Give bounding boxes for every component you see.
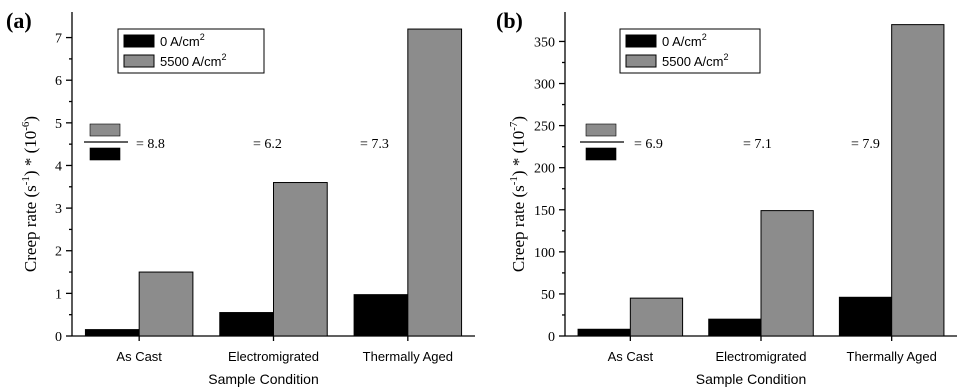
bar-0-acm2-as-cast <box>577 328 631 337</box>
bar-0-acm2-electromigrated <box>708 318 762 337</box>
x-tick-label: Thermally Aged <box>847 349 937 364</box>
ratio-annotation: = 7.1 <box>743 137 772 152</box>
legend-label-text: 5500 A/cm <box>662 54 723 69</box>
panel-label: (a) <box>6 8 32 33</box>
x-axis-label: Sample Condition <box>696 371 807 387</box>
x-tick-label: As Cast <box>608 349 654 364</box>
y-axis-label: Creep rate (s-1) * (10-6) <box>20 116 40 272</box>
bar-0-acm2-thermally-aged <box>838 296 893 337</box>
legend-label: 0 A/cm2 <box>160 32 205 49</box>
bar-5500-acm2-as-cast <box>138 271 194 337</box>
legend-swatch <box>123 34 155 48</box>
y-tick-label: 1 <box>55 287 62 302</box>
x-axis-label: Sample Condition <box>208 371 319 387</box>
y-tick-label: 100 <box>534 246 555 261</box>
y-tick-label: 250 <box>534 120 555 135</box>
y-tick-label: 0 <box>55 330 62 345</box>
y-tick-label: 50 <box>541 288 555 303</box>
ratio-denominator-swatch <box>89 147 121 161</box>
panel-label: (b) <box>496 8 523 33</box>
legend-label: 5500 A/cm2 <box>662 52 728 69</box>
bar-0-acm2-thermally-aged <box>353 294 409 337</box>
y-tick-label: 2 <box>55 245 62 260</box>
y-axis-label: Creep rate (s-1) * (10-7) <box>508 116 528 272</box>
chart-panel-a: (a) 0 1 2 3 4 5 6 7 As Cast Electromigrated Thermal… <box>6 8 475 387</box>
y-axis-label-end: ) <box>509 116 528 122</box>
bar-5500-acm2-electromigrated <box>760 210 814 337</box>
bar-5500-acm2-thermally-aged <box>891 24 945 337</box>
bar-0-acm2-electromigrated <box>219 312 274 337</box>
legend-label-sup: 2 <box>200 32 205 42</box>
ratio-numerator-swatch <box>89 123 121 137</box>
y-axis-label-base: Creep rate (s <box>509 185 528 272</box>
ratio-denominator-swatch <box>585 147 617 161</box>
x-tick-label: Electromigrated <box>715 349 806 364</box>
y-tick-label: 5 <box>55 117 62 132</box>
ratio-fraction-icon <box>84 123 128 161</box>
ratio-numerator-swatch <box>585 123 617 137</box>
legend-label-text: 5500 A/cm <box>160 54 221 69</box>
bar-0-acm2-as-cast <box>84 329 140 337</box>
y-tick-label: 150 <box>534 204 555 219</box>
bar-5500-acm2-as-cast <box>629 297 684 337</box>
y-tick-label: 350 <box>534 35 555 50</box>
legend-label: 5500 A/cm2 <box>160 52 226 69</box>
y-tick-label: 0 <box>548 330 555 345</box>
ratio-annotation: = 6.9 <box>634 137 663 152</box>
y-axis-label-sup1: -1 <box>508 176 520 185</box>
y-tick-label: 3 <box>55 202 62 217</box>
x-tick-label: Electromigrated <box>228 349 319 364</box>
bar-5500-acm2-electromigrated <box>273 182 328 337</box>
y-axis-label-end: ) <box>21 116 40 122</box>
ratio-annotation: = 8.8 <box>136 137 165 152</box>
ratio-annotation: = 7.3 <box>360 137 389 152</box>
y-axis-label-sup2: -6 <box>20 121 32 131</box>
ratio-fraction-icon <box>580 123 624 161</box>
legend-swatch <box>123 54 155 68</box>
ratio-annotation: = 7.9 <box>851 137 880 152</box>
y-tick-label: 7 <box>55 32 62 47</box>
legend-label-text: 0 A/cm <box>160 34 200 49</box>
y-axis-label-mid: ) * (10 <box>21 131 40 176</box>
y-axis-label-mid: ) * (10 <box>509 131 528 176</box>
x-tick-label: As Cast <box>116 349 162 364</box>
legend-label-text: 0 A/cm <box>662 34 702 49</box>
ratio-annotation: = 6.2 <box>253 137 282 152</box>
y-axis-label-sup2: -7 <box>508 121 520 131</box>
y-tick-label: 6 <box>55 74 62 89</box>
chart-panel-b: (b) 0 50 100 150 200 250 300 350 As Cast Electromi… <box>496 8 957 387</box>
legend-swatch <box>625 54 657 68</box>
y-tick-label: 200 <box>534 162 555 177</box>
legend-label-sup: 2 <box>723 52 728 62</box>
legend-label-sup: 2 <box>702 32 707 42</box>
legend-label: 0 A/cm2 <box>662 32 707 49</box>
y-tick-label: 4 <box>55 159 62 174</box>
y-tick-label: 300 <box>534 78 555 93</box>
legend-swatch <box>625 34 657 48</box>
bar-5500-acm2-thermally-aged <box>407 28 463 337</box>
legend-label-sup: 2 <box>221 52 226 62</box>
x-tick-label: Thermally Aged <box>363 349 453 364</box>
y-axis-label-base: Creep rate (s <box>21 185 40 272</box>
y-axis-label-sup1: -1 <box>20 176 32 185</box>
